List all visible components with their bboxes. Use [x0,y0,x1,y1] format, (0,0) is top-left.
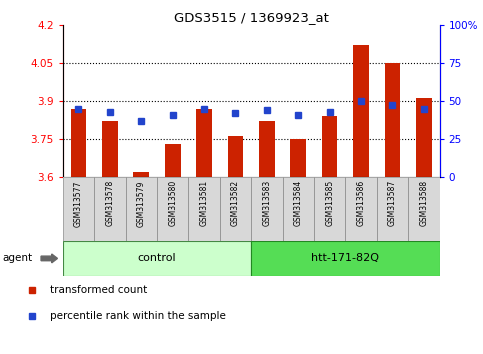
Text: control: control [138,253,176,263]
Text: GSM313582: GSM313582 [231,180,240,226]
Bar [353,45,369,177]
Bar [251,241,440,276]
Bar [416,98,432,177]
Text: transformed count: transformed count [50,285,147,295]
Bar [94,177,126,241]
Title: GDS3515 / 1369923_at: GDS3515 / 1369923_at [174,11,328,24]
Bar [345,177,377,241]
Text: GSM313587: GSM313587 [388,180,397,227]
Text: GSM313579: GSM313579 [137,180,146,227]
Bar [220,177,251,241]
Text: agent: agent [2,253,32,263]
Bar [165,144,181,177]
Bar [126,177,157,241]
Bar [283,177,314,241]
Text: GSM313583: GSM313583 [262,180,271,227]
Bar [408,177,440,241]
Text: GSM313581: GSM313581 [199,180,209,226]
Bar [384,63,400,177]
Bar [196,109,212,177]
Bar [259,121,275,177]
Bar [157,177,188,241]
Text: GSM313578: GSM313578 [105,180,114,227]
Text: htt-171-82Q: htt-171-82Q [312,253,379,263]
Bar [227,136,243,177]
Bar [251,177,283,241]
Bar [63,177,94,241]
Text: GSM313577: GSM313577 [74,180,83,227]
Text: GSM313584: GSM313584 [294,180,303,227]
Bar [290,139,306,177]
Bar [314,177,345,241]
Bar [322,116,338,177]
Bar [102,121,118,177]
Text: percentile rank within the sample: percentile rank within the sample [50,311,226,321]
Bar [188,177,220,241]
Text: GSM313585: GSM313585 [325,180,334,227]
Bar [71,109,86,177]
Bar [133,172,149,177]
Text: GSM313586: GSM313586 [356,180,366,227]
Bar [377,177,408,241]
Bar [63,241,251,276]
Text: GSM313580: GSM313580 [168,180,177,227]
Text: GSM313588: GSM313588 [419,180,428,226]
